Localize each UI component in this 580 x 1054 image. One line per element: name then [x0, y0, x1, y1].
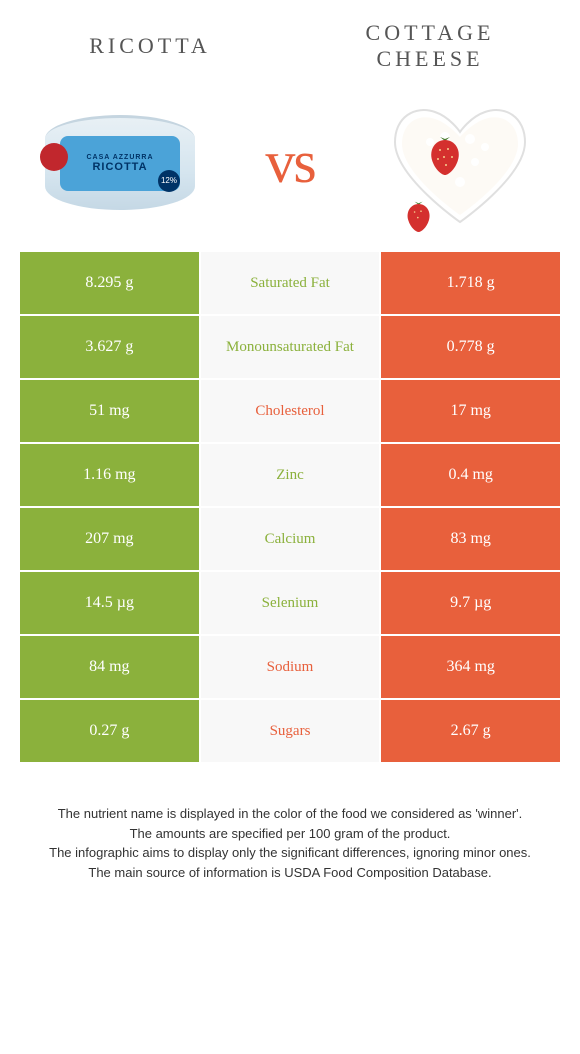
header: RICOTTA COTTAGE CHEESE: [0, 0, 580, 82]
nutrient-label: Sodium: [201, 636, 380, 698]
left-food-title: RICOTTA: [40, 33, 260, 59]
footer-line: The nutrient name is displayed in the co…: [25, 804, 555, 824]
nutrient-label: Zinc: [201, 444, 380, 506]
right-value: 17 mg: [381, 380, 560, 442]
footer-notes: The nutrient name is displayed in the co…: [0, 764, 580, 902]
right-value: 0.778 g: [381, 316, 560, 378]
right-value: 83 mg: [381, 508, 560, 570]
nutrient-label: Cholesterol: [201, 380, 380, 442]
table-row: 3.627 gMonounsaturated Fat0.778 g: [20, 316, 560, 378]
table-row: 207 mgCalcium83 mg: [20, 508, 560, 570]
heart-bowl-icon: [380, 97, 540, 227]
ricotta-tub-icon: CASA AZZURRA RICOTTA 12%: [45, 115, 195, 210]
right-value: 364 mg: [381, 636, 560, 698]
right-value: 1.718 g: [381, 252, 560, 314]
table-row: 84 mgSodium364 mg: [20, 636, 560, 698]
table-row: 8.295 gSaturated Fat1.718 g: [20, 252, 560, 314]
nutrient-label: Calcium: [201, 508, 380, 570]
cottage-cheese-image: [370, 92, 550, 232]
ricotta-brand: CASA AZZURRA: [86, 154, 153, 161]
left-value: 207 mg: [20, 508, 199, 570]
vs-text: vs: [265, 128, 314, 197]
right-value: 9.7 µg: [381, 572, 560, 634]
strawberry-icon: [405, 200, 433, 232]
nutrient-label: Selenium: [201, 572, 380, 634]
images-row: CASA AZZURRA RICOTTA 12% vs: [0, 82, 580, 252]
table-row: 51 mgCholesterol17 mg: [20, 380, 560, 442]
ricotta-badge-icon: [40, 143, 68, 171]
strawberry-icon: [428, 135, 463, 175]
footer-line: The main source of information is USDA F…: [25, 863, 555, 883]
left-value: 84 mg: [20, 636, 199, 698]
left-value: 1.16 mg: [20, 444, 199, 506]
ricotta-name: RICOTTA: [92, 161, 147, 173]
table-row: 14.5 µgSelenium9.7 µg: [20, 572, 560, 634]
left-value: 0.27 g: [20, 700, 199, 762]
ricotta-image: CASA AZZURRA RICOTTA 12%: [30, 92, 210, 232]
left-value: 14.5 µg: [20, 572, 199, 634]
nutrient-label: Monounsaturated Fat: [201, 316, 380, 378]
footer-line: The amounts are specified per 100 gram o…: [25, 824, 555, 844]
table-row: 1.16 mgZinc0.4 mg: [20, 444, 560, 506]
ricotta-pct: 12%: [158, 170, 180, 192]
right-value: 2.67 g: [381, 700, 560, 762]
nutrient-label: Saturated Fat: [201, 252, 380, 314]
nutrition-table: 8.295 gSaturated Fat1.718 g3.627 gMonoun…: [20, 252, 560, 762]
left-value: 8.295 g: [20, 252, 199, 314]
footer-line: The infographic aims to display only the…: [25, 843, 555, 863]
table-row: 0.27 gSugars2.67 g: [20, 700, 560, 762]
right-value: 0.4 mg: [381, 444, 560, 506]
left-value: 3.627 g: [20, 316, 199, 378]
right-food-title: COTTAGE CHEESE: [320, 20, 540, 72]
nutrient-label: Sugars: [201, 700, 380, 762]
left-value: 51 mg: [20, 380, 199, 442]
